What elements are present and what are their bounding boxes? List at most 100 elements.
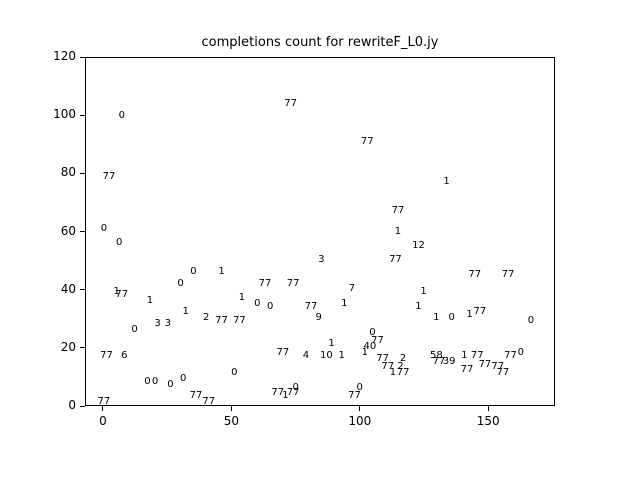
- data-point-label: 77: [284, 98, 297, 110]
- x-tick-label: 0: [99, 414, 107, 428]
- data-point-label: 2: [397, 361, 404, 373]
- data-point-label: 0: [266, 300, 274, 312]
- x-tick-mark: [230, 406, 232, 411]
- data-point-label: 1: [113, 286, 120, 298]
- data-point-label: 77: [360, 135, 374, 147]
- data-point-label: 0: [116, 237, 123, 249]
- data-point-label: 77: [286, 387, 300, 399]
- y-tick-label: 60: [60, 223, 76, 238]
- data-point-label: 1: [466, 309, 473, 321]
- data-point-label: 77: [376, 352, 390, 364]
- data-point-label: 3: [164, 318, 172, 330]
- data-point-label: 2: [203, 312, 210, 324]
- data-point-label: 77: [97, 396, 111, 408]
- data-point-label: 1: [238, 292, 246, 303]
- data-point-label: 77: [189, 390, 203, 402]
- chart-title: completions count for rewriteF_L0.jy: [201, 35, 439, 50]
- data-point-label: 1: [420, 286, 427, 298]
- data-point-label: 77: [396, 367, 410, 379]
- data-point-label: 77: [215, 315, 228, 327]
- data-point-label: 6: [121, 349, 128, 361]
- data-point-label: 4: [302, 349, 310, 361]
- y-tick-mark: [80, 172, 85, 174]
- x-tick-mark: [359, 406, 361, 411]
- y-tick-mark: [80, 231, 85, 232]
- data-point-label: 0: [100, 222, 108, 234]
- data-point-label: 0: [144, 375, 151, 387]
- y-tick-label: 40: [60, 281, 76, 296]
- data-point-label: 1: [218, 265, 225, 277]
- data-point-label: 39: [442, 355, 456, 367]
- data-point-label: 77: [478, 358, 492, 370]
- data-point-label: 1: [282, 390, 289, 402]
- data-point-label: 0: [131, 323, 138, 335]
- data-point-label: 1: [361, 346, 368, 358]
- data-point-label: 1: [182, 306, 189, 318]
- data-point-label: 40: [363, 341, 377, 353]
- x-tick-label: 50: [223, 414, 240, 428]
- data-point-label: 0: [231, 367, 238, 379]
- data-point-label: 77: [470, 349, 484, 361]
- data-point-label: 77: [348, 390, 361, 402]
- data-point-label: 77: [115, 289, 129, 301]
- data-point-label: 9: [315, 312, 322, 324]
- plot-area: 0 77 1 77 0 0 77 6 0 77 1 3 3 0 0 0 0 0 1 0 77 77 2 77 77 1 1 0 0 77 0…: [85, 57, 555, 408]
- data-point-label: 0: [118, 109, 125, 121]
- data-point-label: 1: [341, 297, 348, 309]
- x-tick-mark: [487, 406, 489, 411]
- data-point-label: 2: [399, 352, 407, 364]
- data-point-label: 77: [102, 170, 116, 182]
- y-tick-mark: [80, 289, 85, 291]
- y-tick-label: 0: [68, 398, 76, 412]
- data-point-label: 1: [389, 367, 397, 379]
- data-point-label: 12: [412, 239, 425, 251]
- data-point-label: 77: [501, 268, 515, 280]
- data-point-label: 0: [254, 297, 261, 309]
- y-tick-label: 100: [53, 107, 76, 122]
- data-point-label: 10: [320, 349, 333, 361]
- data-point-label: 77: [491, 361, 505, 373]
- data-point-label: 77: [286, 277, 300, 289]
- data-point-label: 1: [394, 225, 402, 237]
- data-point-label: 58: [429, 349, 443, 361]
- data-point-label: 0: [179, 372, 187, 384]
- data-point-label: 0: [527, 315, 535, 327]
- data-point-label: 1: [328, 338, 335, 350]
- y-tick-mark: [80, 56, 85, 58]
- data-point-label: 77: [100, 349, 113, 361]
- data-point-label: 0: [356, 381, 363, 393]
- data-point-label: 0: [190, 265, 197, 277]
- data-point-label: 77: [276, 346, 290, 358]
- y-tick-mark: [80, 405, 85, 407]
- data-point-label: 0: [448, 312, 455, 324]
- data-point-label: 77: [202, 396, 216, 408]
- y-tick-mark: [80, 114, 85, 116]
- data-point-label: 77: [496, 367, 510, 379]
- x-tick-mark: [102, 406, 104, 411]
- x-tick-label: 150: [476, 414, 500, 428]
- data-point-label: 77: [432, 355, 446, 367]
- data-point-label: 1: [443, 176, 450, 188]
- data-point-label: 7: [348, 283, 356, 295]
- data-point-label: 77: [473, 306, 487, 318]
- data-point-label: 77: [468, 268, 482, 280]
- data-point-label: 77: [233, 315, 246, 327]
- y-tick-mark: [80, 347, 85, 349]
- data-point-label: 77: [258, 277, 272, 289]
- data-point-label: 0: [167, 378, 174, 390]
- data-point-label: 77: [381, 361, 395, 373]
- data-point-label: 0: [292, 381, 299, 393]
- y-tick-label: 20: [60, 339, 76, 354]
- data-point-label: 0: [369, 326, 376, 338]
- data-point-label: 0: [151, 375, 159, 387]
- data-point-label: 77: [460, 364, 474, 376]
- data-point-label: 0: [177, 277, 184, 289]
- data-point-label: 1: [433, 312, 440, 324]
- data-point-label: 77: [504, 349, 517, 361]
- x-tick-label: 100: [348, 414, 372, 428]
- data-point-label: 3: [318, 254, 325, 266]
- data-point-label: 1: [146, 294, 154, 306]
- data-point-label: 77: [371, 335, 384, 347]
- data-point-label: 77: [304, 300, 318, 312]
